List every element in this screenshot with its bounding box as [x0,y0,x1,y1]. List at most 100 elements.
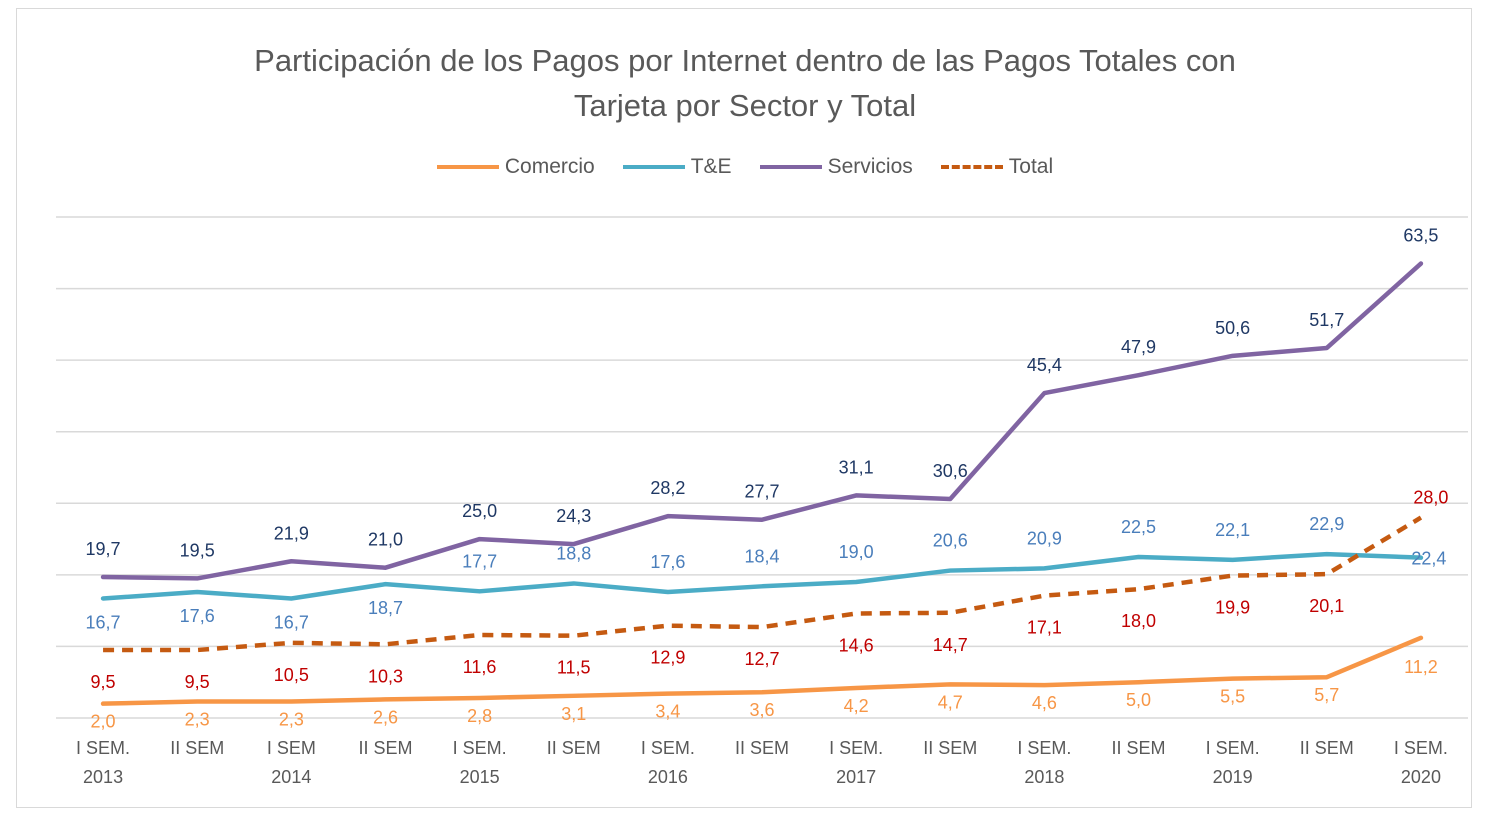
data-label: 21,0 [368,530,403,550]
data-label: 18,7 [368,598,403,618]
data-label: 22,4 [1411,549,1446,569]
legend-label-te: T&E [690,155,732,178]
data-label: 2,6 [373,707,398,727]
data-label: 3,4 [655,702,680,722]
data-label: 16,7 [274,612,309,632]
data-label: 18,4 [744,546,779,566]
data-label: 19,9 [1215,598,1250,618]
data-label: 11,2 [1404,657,1438,677]
legend-swatch-comercio [436,165,499,169]
x-tick-label: I SEM. [1394,738,1448,758]
chart-title: Participación de los Pagos por Internet … [0,38,1490,128]
data-label: 31,1 [839,457,874,477]
data-label: 30,6 [933,461,968,481]
data-label: 16,7 [86,612,121,632]
x-tick-label: 2016 [648,767,688,787]
series-line-comercio [100,635,1424,706]
data-label: 11,6 [463,657,497,677]
data-label: 2,3 [279,710,304,730]
data-label: 3,6 [749,700,774,720]
data-label: 2,3 [185,710,210,730]
data-label: 50,6 [1215,318,1250,338]
x-tick-label: I SEM. [76,738,130,758]
legend-label-comercio: Comercio [504,155,595,178]
data-label: 2,0 [91,712,116,732]
x-tick-label: 2013 [83,767,123,787]
x-tick-label: 2015 [460,767,500,787]
data-label: 10,3 [368,666,403,686]
chart-title-line-2: Tarjeta por Sector y Total [573,88,917,123]
data-label: 27,7 [744,482,779,502]
data-label: 4,2 [844,696,869,716]
series-line-te [100,551,1424,601]
data-label: 25,0 [462,501,497,521]
chart-frame [16,8,1472,808]
data-label: 20,9 [1027,528,1062,548]
x-tick-label: I SEM. [1017,738,1071,758]
x-tick-label: II SEM [170,738,224,758]
legend-label-servicios: Servicios [827,155,913,178]
series-line-servicios [100,261,1424,581]
data-label: 19,0 [839,542,874,562]
data-label: 5,7 [1314,685,1339,705]
data-label: 63,5 [1403,226,1438,246]
chart-title-line-1: Participación de los Pagos por Internet … [254,43,1236,78]
data-label: 20,6 [933,531,968,551]
data-label: 22,5 [1121,517,1156,537]
x-tick-label: II SEM [735,738,789,758]
x-tick-label: I SEM. [829,738,883,758]
data-label: 21,9 [274,523,309,543]
data-label: 51,7 [1309,310,1344,330]
data-label: 19,7 [86,539,121,559]
data-label: 47,9 [1121,337,1156,357]
data-label: 22,9 [1309,514,1344,534]
legend-swatch-servicios [759,165,822,169]
data-label: 14,7 [933,635,968,655]
data-label: 4,6 [1032,693,1057,713]
data-label: 12,7 [744,649,779,669]
x-tick-label: I SEM. [641,738,695,758]
data-label: 24,3 [556,506,591,526]
data-label: 5,0 [1126,690,1151,710]
x-tick-label: 2014 [271,767,311,787]
legend-item-te: T&E [622,155,732,179]
data-label: 4,7 [938,692,963,712]
x-tick-label: 2020 [1401,767,1441,787]
data-label: 22,1 [1215,520,1250,540]
data-label: 28,0 [1413,488,1448,508]
data-label: 20,1 [1309,596,1344,616]
data-label: 17,7 [462,551,497,571]
x-tick-label: II SEM [1300,738,1354,758]
data-label: 14,6 [839,636,874,656]
data-label: 18,8 [556,543,591,563]
legend-label-total: Total [1008,155,1054,178]
data-label: 17,6 [180,606,215,626]
x-tick-label: II SEM [547,738,601,758]
legend-item-servicios: Servicios [759,155,913,179]
x-tick-label: I SEM [267,738,316,758]
data-label: 17,6 [650,552,685,572]
legend-item-total: Total [940,155,1054,179]
data-label: 28,2 [650,478,685,498]
data-label: 9,5 [185,672,210,692]
data-label: 3,1 [561,704,586,724]
series-line-total [103,515,1423,653]
data-label: 10,5 [274,665,309,685]
x-tick-label: I SEM. [453,738,507,758]
data-label: 17,1 [1027,618,1062,638]
data-label: 5,5 [1220,687,1245,707]
x-tick-label: 2018 [1024,767,1064,787]
data-label: 11,5 [557,658,591,678]
x-tick-label: II SEM [1112,738,1166,758]
data-label: 2,8 [467,706,492,726]
data-label: 9,5 [91,672,116,692]
x-tick-label: 2017 [836,767,876,787]
legend-swatch-total [940,165,1003,169]
data-label: 12,9 [650,648,685,668]
x-tick-label: 2019 [1213,767,1253,787]
x-tick-label: I SEM. [1206,738,1260,758]
data-label: 18,0 [1121,611,1156,631]
x-tick-label: II SEM [358,738,412,758]
data-label: 45,4 [1027,355,1062,375]
